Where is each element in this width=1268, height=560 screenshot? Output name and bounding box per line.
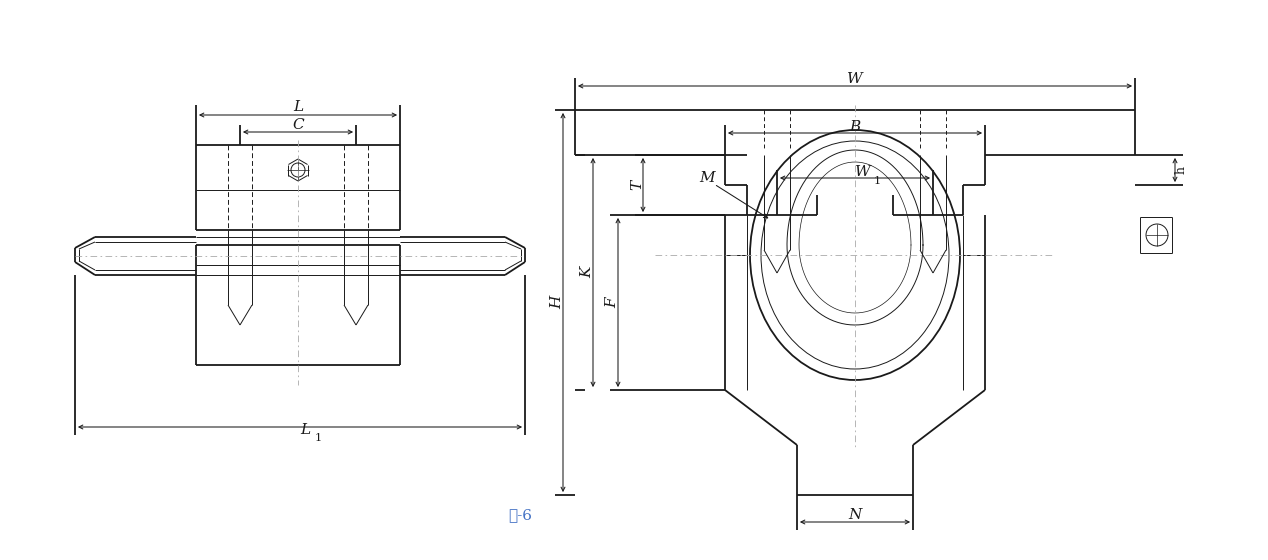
Text: F: F	[605, 297, 619, 308]
Text: 1: 1	[314, 433, 322, 443]
Text: N: N	[848, 508, 862, 522]
Text: W: W	[847, 72, 862, 86]
Text: M: M	[699, 171, 715, 185]
Text: h: h	[1174, 166, 1188, 174]
Text: C: C	[292, 118, 304, 132]
Text: L: L	[301, 423, 311, 437]
Text: B: B	[850, 120, 861, 134]
Text: W: W	[855, 165, 871, 179]
Text: K: K	[579, 267, 593, 278]
Text: L: L	[293, 100, 303, 114]
Text: 1: 1	[874, 176, 880, 186]
Text: T: T	[630, 180, 644, 190]
Text: 图-6: 图-6	[508, 508, 533, 522]
Text: H: H	[550, 296, 564, 309]
